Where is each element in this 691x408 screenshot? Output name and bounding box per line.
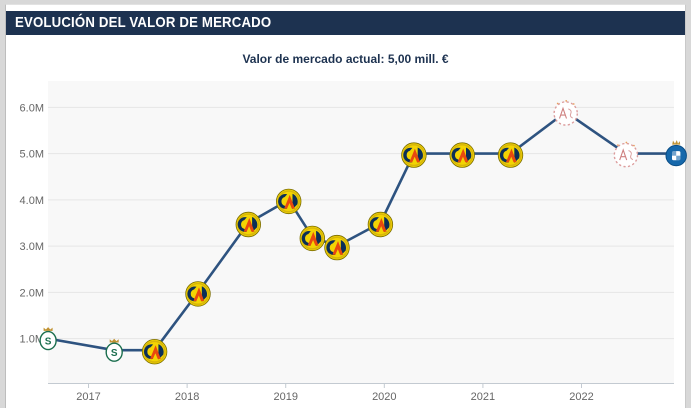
y-axis-label: 1.0M [20,334,44,346]
x-axis-label: 2021 [471,391,495,403]
club-america-crest-icon[interactable] [401,142,427,168]
section-title: EVOLUCIÓN DEL VALOR DE MERCADO [15,14,272,31]
svg-text:S: S [45,337,52,348]
y-axis-label: 3.0M [20,241,44,253]
fc-porto-crest-icon[interactable] [665,140,687,167]
club-america-crest-icon[interactable] [185,281,211,307]
club-america-crest-icon[interactable] [324,234,350,261]
club-america-crest-icon[interactable] [449,142,475,168]
section-header: EVOLUCIÓN DEL VALOR DE MERCADO [6,11,685,35]
x-axis-label: 2022 [569,391,593,403]
club-america-crest-icon[interactable] [299,225,325,252]
y-axis-label: 6.0M [20,102,44,114]
current-market-value: Valor de mercado actual: 5,00 mill. € [242,52,449,66]
club-america-crest-icon[interactable] [497,142,524,168]
x-axis-label: 2020 [372,391,396,403]
x-axis-label: 2018 [175,391,199,403]
santos-laguna-crest-icon[interactable]: S [39,327,57,351]
svg-text:S: S [111,348,118,359]
club-america-crest-icon[interactable] [367,211,394,238]
ajax-amsterdam-crest-icon[interactable] [613,141,639,168]
ajax-amsterdam-crest-icon[interactable] [553,100,579,126]
club-america-crest-icon[interactable] [235,211,262,238]
club-america-crest-icon[interactable] [276,188,302,215]
x-axis-label: 2019 [273,391,297,403]
y-axis-label: 2.0M [20,287,44,299]
x-axis-label: 2017 [76,391,100,403]
y-axis-label: 4.0M [20,195,44,207]
y-axis-label: 5.0M [20,149,44,161]
club-america-crest-icon[interactable] [141,339,168,365]
santos-laguna-crest-icon[interactable]: S [105,338,123,362]
